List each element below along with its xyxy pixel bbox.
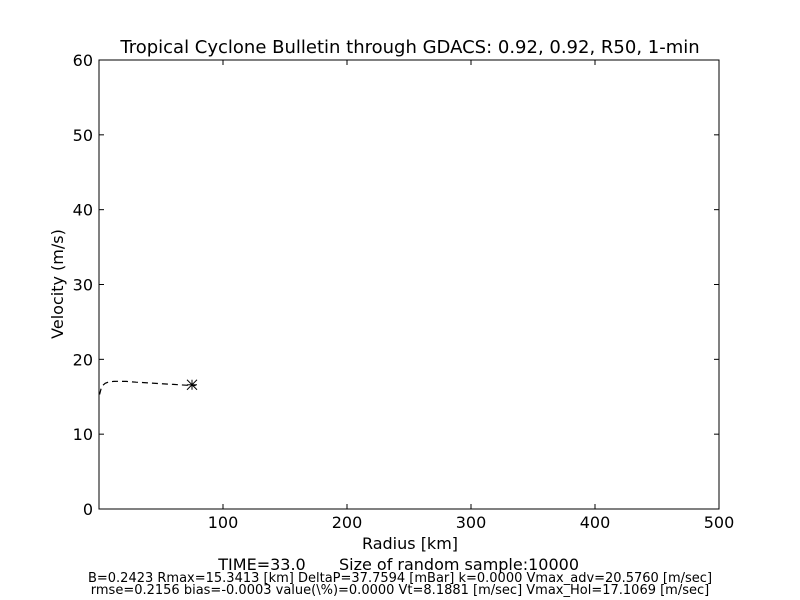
x-tick-label: 300 bbox=[456, 513, 487, 532]
x-tick-label: 500 bbox=[704, 513, 735, 532]
plus-marker bbox=[187, 379, 197, 390]
plot-area bbox=[98, 59, 720, 510]
x-axis-label: Radius [km] bbox=[362, 534, 458, 553]
marker-layer bbox=[186, 379, 198, 391]
x-tick-label: 200 bbox=[332, 513, 363, 532]
y-tick-label: 40 bbox=[73, 201, 93, 220]
parameters-line-1: B=0.2423 Rmax=15.3413 [km] DeltaP=37.759… bbox=[88, 571, 712, 586]
series-line bbox=[99, 380, 196, 395]
y-tick-label: 0 bbox=[83, 500, 93, 519]
y-tick-label: 30 bbox=[73, 276, 93, 295]
sample-size-label: Size of random sample:10000 bbox=[339, 555, 579, 574]
parameters-line-2: rmse=0.2156 bias=-0.0003 value(\%)=0.000… bbox=[91, 583, 709, 598]
x-tick-label: 100 bbox=[208, 513, 239, 532]
y-tick-label: 60 bbox=[73, 51, 93, 70]
series-layer bbox=[99, 380, 196, 395]
x-tick-label: 400 bbox=[580, 513, 611, 532]
y-axis-label: Velocity (m/s) bbox=[48, 229, 67, 339]
y-axis-ticks: 0 10 20 30 40 50 60 bbox=[73, 51, 719, 519]
x-axis-ticks: 100 200 300 400 500 bbox=[208, 60, 735, 532]
chart-title: Tropical Cyclone Bulletin through GDACS:… bbox=[119, 37, 699, 58]
y-tick-label: 50 bbox=[73, 126, 93, 145]
y-tick-label: 20 bbox=[73, 350, 93, 369]
time-label: TIME=33.0 bbox=[217, 555, 305, 574]
y-tick-label: 10 bbox=[73, 425, 93, 444]
